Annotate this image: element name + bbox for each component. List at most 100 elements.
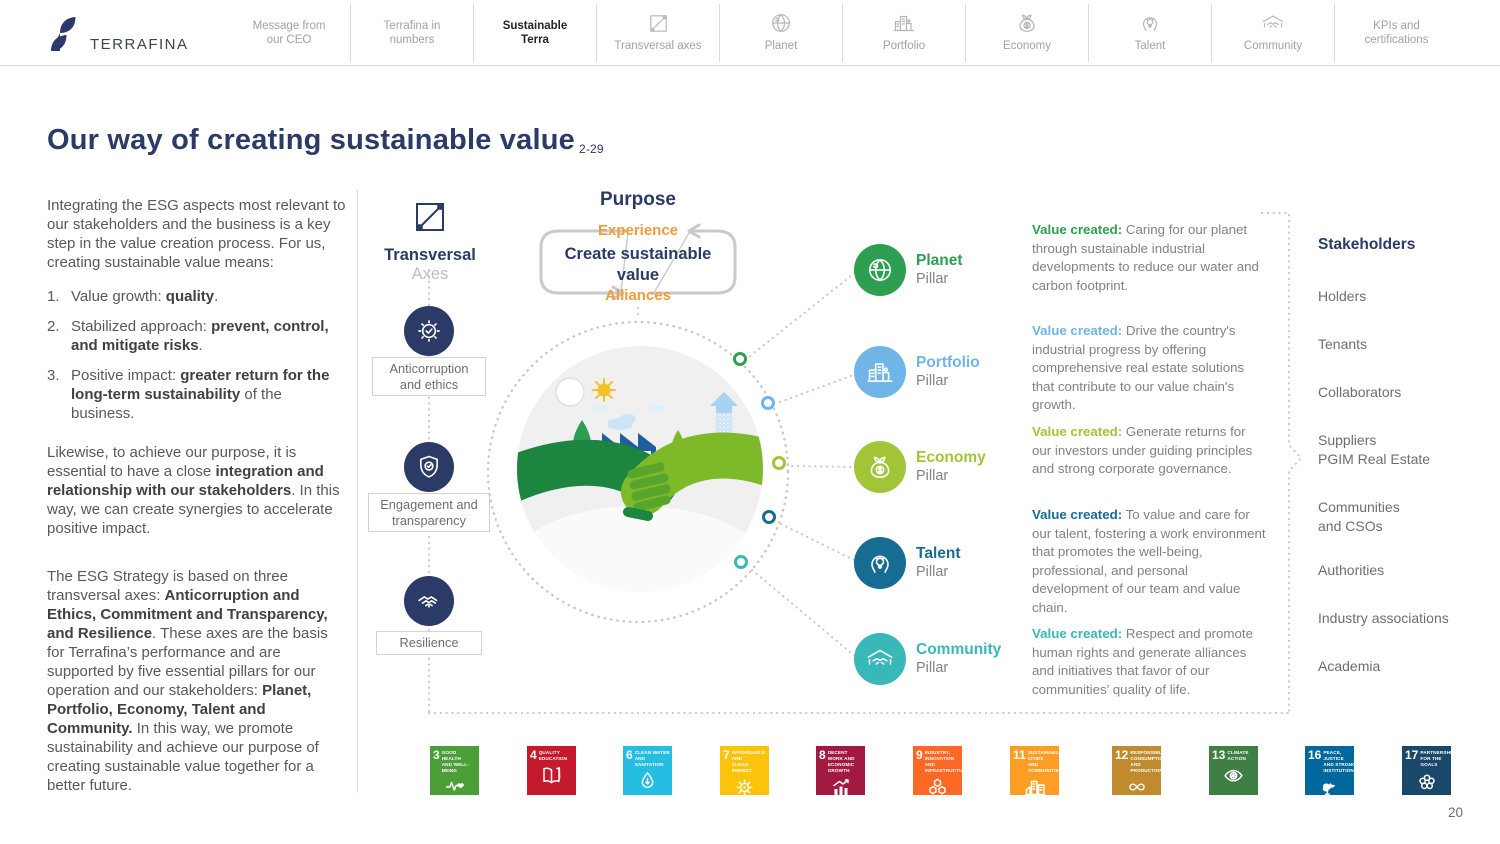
purpose-cycle-arrows bbox=[539, 223, 737, 301]
purpose-experience: Experience bbox=[597, 222, 679, 239]
sdg-energy-icon bbox=[736, 778, 753, 795]
purpose-paragraph: Likewise, to achieve our purpose, it is … bbox=[47, 444, 340, 537]
brand-name: TERRAFINA bbox=[90, 36, 189, 53]
value-means-list: 1. Value growth: quality. 2. Stabilized … bbox=[47, 287, 349, 423]
list-item: 1. Value growth: quality. bbox=[47, 288, 219, 305]
stakeholder-academia: Academia bbox=[1318, 658, 1381, 674]
transversal-axes-icon bbox=[416, 203, 444, 231]
talent-pillar-circle bbox=[854, 537, 906, 589]
sdg-11-tile: 11 SUSTAINABLE CITIES AND COMMUNITIES bbox=[1010, 746, 1059, 795]
sdg-7-tile: 7 AFFORDABLE AND CLEAN ENERGY bbox=[720, 746, 769, 795]
money-plant-icon bbox=[1019, 14, 1035, 32]
anticorruption-circle bbox=[404, 306, 454, 356]
stakeholders-heading: Stakeholders bbox=[1318, 236, 1416, 253]
sdg-8-tile: 8 DECENT WORK AND ECONOMIC GROWTH bbox=[816, 746, 865, 795]
resilience-circle bbox=[404, 576, 454, 626]
intro-paragraph: Integrating the ESG aspects most relevan… bbox=[47, 197, 346, 271]
sdg-12-tile: 12RESPONSIBLE CONSUMPTION AND PRODUCTION bbox=[1112, 746, 1161, 795]
handshake-icon bbox=[418, 596, 438, 608]
axes-label: Axes bbox=[411, 265, 449, 283]
sdg-16-tile: 16 PEACE, JUSTICE AND STRONG INSTITUTIONS bbox=[1305, 746, 1354, 795]
talent-node bbox=[762, 510, 776, 524]
community-value-created: Value created: Respect and promote human… bbox=[1032, 626, 1253, 697]
tab-kpis-certifications[interactable]: KPIs and certifications bbox=[1364, 19, 1429, 46]
tab-economy[interactable]: Economy bbox=[966, 4, 1089, 62]
sdg-water-icon bbox=[641, 771, 654, 788]
economy-value-created: Value created: Generate returns for our … bbox=[1032, 424, 1253, 476]
tab-planet[interactable]: Planet bbox=[720, 4, 843, 62]
sdg-peace-icon bbox=[1322, 782, 1336, 795]
list-item: 3. Positive impact: greater return for t… bbox=[47, 367, 330, 422]
purpose-center: Create sustainable value bbox=[564, 245, 712, 284]
sdg-education-icon bbox=[542, 766, 560, 784]
sdg-consumption-icon bbox=[1128, 782, 1145, 791]
stakeholder-suppliers: Suppliers PGIM Real Estate bbox=[1318, 432, 1431, 467]
tab-community[interactable]: Community bbox=[1212, 4, 1335, 62]
vertical-divider bbox=[357, 190, 358, 793]
buildings-icon bbox=[893, 15, 915, 31]
stakeholder-authorities: Authorities bbox=[1318, 562, 1385, 578]
community-house-icon bbox=[1262, 15, 1284, 28]
planet-value-created: Value created: Caring for our planet thr… bbox=[1032, 222, 1259, 293]
page-number: 20 bbox=[1448, 805, 1464, 820]
globe-icon bbox=[772, 13, 790, 32]
strategy-paragraph: The ESG Strategy is based on three trans… bbox=[47, 568, 328, 794]
sdg-cities-icon bbox=[1024, 780, 1045, 795]
community-node bbox=[734, 555, 748, 569]
sdg-3-tile: 3 GOOD HEALTH AND WELL-BEING bbox=[430, 746, 479, 795]
stakeholder-communities: Communities and CSOs bbox=[1318, 499, 1400, 534]
globe-icon bbox=[868, 258, 892, 282]
transversal-axes-header: Transversal Axes bbox=[358, 195, 502, 284]
community-pillar-circle bbox=[854, 633, 906, 685]
portfolio-value-created: Value created: Drive the country's indus… bbox=[1032, 323, 1245, 412]
intro-text-column: Integrating the ESG aspects most relevan… bbox=[47, 196, 349, 795]
tab-terrafina-in-numbers[interactable]: Terrafina in numbers bbox=[351, 4, 474, 62]
transversal-label: Transversal bbox=[384, 246, 476, 264]
head-bulb-icon bbox=[1142, 16, 1158, 31]
sdg-health-icon bbox=[445, 781, 464, 791]
nav-tabs: Message from our CEO Terrafina in number… bbox=[228, 4, 1458, 62]
page-title: Our way of creating sustainable value 2-2… bbox=[47, 124, 604, 156]
tab-sustainable-terra[interactable]: Sustainable Terra bbox=[474, 4, 597, 62]
list-item: 2. Stabilized approach: prevent, control… bbox=[47, 318, 329, 354]
sdg-climate-icon bbox=[1224, 769, 1243, 782]
tab-message-from-ceo[interactable]: Message from our CEO bbox=[228, 4, 351, 62]
sdg-partnerships-icon bbox=[1418, 774, 1435, 789]
portfolio-pillar-circle bbox=[854, 346, 906, 398]
talent-value-created: Value created: To value and care for our… bbox=[1032, 507, 1266, 615]
engagement-label: Engagement and transparency bbox=[368, 493, 490, 532]
money-plant-icon bbox=[870, 456, 890, 479]
sdg-13-tile: 13 CLIMATE ACTION bbox=[1209, 746, 1258, 795]
economy-node bbox=[772, 456, 786, 470]
talent-pillar-label: Talent Pillar bbox=[916, 545, 961, 580]
shield-check-icon bbox=[420, 455, 438, 478]
planet-pillar-label: Planet Pillar bbox=[916, 252, 963, 287]
economy-pillar-circle bbox=[854, 441, 906, 493]
tab-transversal-axes[interactable]: Transversal axes bbox=[597, 4, 720, 62]
purpose-alliances: Alliances bbox=[605, 287, 671, 304]
community-house-icon bbox=[867, 649, 893, 665]
stakeholder-industry-associations: Industry associations bbox=[1318, 610, 1449, 626]
top-navigation: TERRAFINA Message from our CEO Terrafina… bbox=[0, 0, 1500, 66]
stakeholder-holders: Holders bbox=[1318, 288, 1367, 304]
planet-pillar-circle bbox=[854, 244, 906, 296]
community-pillar-label: Community Pillar bbox=[916, 641, 1002, 676]
engagement-circle bbox=[404, 442, 454, 492]
sdg-4-tile: 4 QUALITY EDUCATION bbox=[527, 746, 576, 795]
transversal-axes-icon bbox=[649, 14, 667, 32]
purpose-heading: Purpose bbox=[599, 189, 677, 210]
planet-node bbox=[733, 352, 747, 366]
tab-talent[interactable]: Talent bbox=[1089, 4, 1212, 62]
buildings-icon bbox=[867, 363, 893, 383]
sdg-industry-icon bbox=[929, 778, 946, 794]
tab-portfolio[interactable]: Portfolio bbox=[843, 4, 966, 62]
portfolio-node bbox=[761, 396, 775, 410]
stakeholder-tenants: Tenants bbox=[1318, 336, 1368, 352]
anticorruption-label: Anticorruption and ethics bbox=[372, 357, 486, 396]
sdg-17-tile: 17PARTNERSHIPS FOR THE GOALS bbox=[1402, 746, 1451, 795]
sdg-growth-icon bbox=[832, 778, 849, 795]
gri-reference: 2-29 bbox=[578, 142, 604, 156]
head-bulb-icon bbox=[871, 555, 889, 574]
